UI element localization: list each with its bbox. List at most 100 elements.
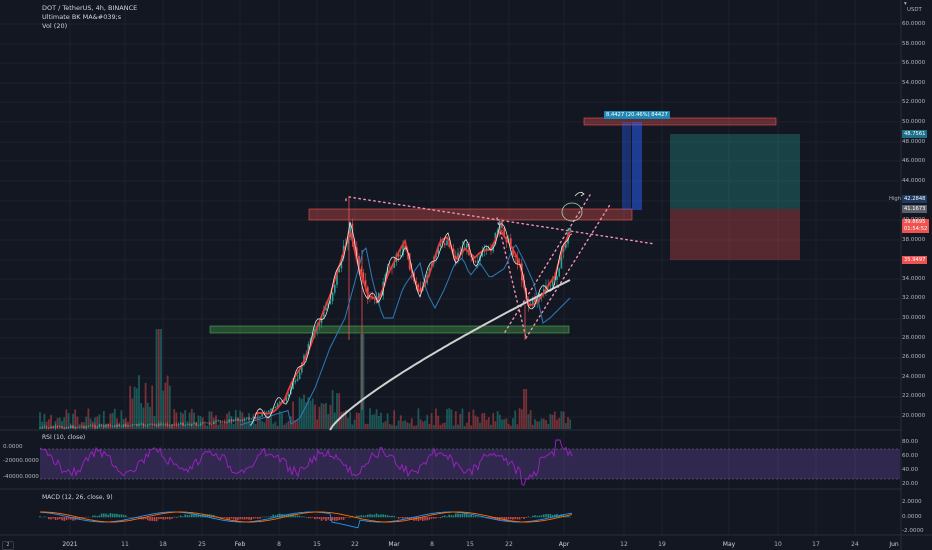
arrow-head-icon [580,191,585,197]
measure-label[interactable]: 8.4427 (20.46%) 84427 [604,111,670,119]
volume-bar [336,393,338,429]
volume-bar [450,409,453,429]
volume-bar [276,425,279,429]
candle-body [538,295,541,300]
candle-body [230,419,233,422]
macd-bar [283,514,285,518]
candle-body [98,424,101,427]
candle-body [549,285,552,287]
volume-bar [402,421,404,429]
price-axis-tick: 32.0000 [902,295,926,302]
macd-bar [422,517,424,521]
macd-bar [505,517,508,522]
candle-body [474,261,477,263]
macd-bar [444,515,446,518]
timezone-button[interactable]: 2 [2,541,14,550]
candle-body [59,426,61,427]
macd-bar [349,517,351,518]
macd-bar [358,515,360,518]
volume-bar [232,424,235,429]
volume-bar [263,422,266,429]
macd-bar [400,517,402,518]
volume-bar [421,421,424,429]
volume-bar [102,411,105,429]
volume-bar [327,413,330,429]
volume-bar [245,421,248,429]
volume-bar [272,423,275,429]
candle-body [92,425,94,427]
macd-bar [103,513,105,518]
position-loss-zone[interactable] [670,209,800,260]
rsi-axis-tick: 40.00 [902,467,919,473]
macd-bar [252,517,255,519]
volume-bar [419,419,422,429]
volume-bar [373,414,376,429]
volume-bar [553,411,556,429]
volume-bar [498,414,501,429]
measure-bar[interactable] [632,122,642,210]
volume-bar [305,402,308,429]
symbol-title[interactable]: DOT / TetherUS, 4h, BINANCE [42,4,138,12]
macd-bar [162,517,164,520]
volume-bar [311,398,314,429]
resistance-zone[interactable] [308,208,633,221]
highlight-circle[interactable] [561,202,583,222]
currency-code[interactable]: USDT [907,7,922,13]
macd-label[interactable]: MACD (12, 26, close, 9) [42,494,113,501]
candle-body [569,227,571,233]
volume-bar [281,413,283,429]
volume-bar [476,417,479,429]
rsi-label[interactable]: RSI (10, close) [42,434,86,441]
macd-bar [441,515,444,518]
measure-bar[interactable] [622,122,631,210]
price-axis-tick: 44.0000 [902,177,926,184]
volume-bar [333,412,336,429]
candle-body [228,419,230,423]
position-profit-zone[interactable] [670,134,800,209]
macd-bar [147,517,149,521]
macd-bar [151,517,153,521]
volume-bar [428,423,431,429]
support-zone[interactable] [209,325,570,334]
volume-bar [457,424,459,429]
volume-bar [527,414,530,429]
stop-price-tag: 35.9497 [902,256,928,264]
candle-body [296,379,299,381]
candle-body [276,403,279,407]
macd-bar [309,517,312,519]
volume-bar [267,416,270,429]
chevron-down-icon[interactable]: ▾ [904,1,907,7]
candle-body [558,268,560,277]
volume-bar [523,389,525,429]
macd-bar [428,517,431,520]
volume-bar [318,406,321,429]
ma-blue-line [239,244,571,426]
candle-body [274,406,277,409]
candle-body [177,424,180,426]
macd-bar [237,517,239,521]
volume-bar [164,382,167,429]
candle-body [74,427,76,429]
macd-bar [39,516,41,518]
macd-bar [380,514,382,518]
macd-bar [153,517,156,522]
volume-bar [470,425,473,429]
candle-body [197,425,200,426]
indicator-vol-label[interactable]: Vol (20) [42,22,68,30]
candle-body [166,424,169,426]
candle-body [138,424,140,426]
candle-body [221,421,224,422]
candle-body [169,425,171,427]
macd-bar [217,516,219,518]
target-zone[interactable] [583,117,777,126]
candlesticks [39,196,571,431]
indicator-ma-label[interactable]: Ultimate BK MA&#039;s [42,13,122,21]
volume-bar [129,385,132,429]
macd-bar [180,515,182,518]
volume-bar [204,424,206,429]
volume-bar [459,414,462,429]
macd-bar [558,515,560,518]
macd-bar [345,517,347,518]
macd-bar [199,515,202,518]
